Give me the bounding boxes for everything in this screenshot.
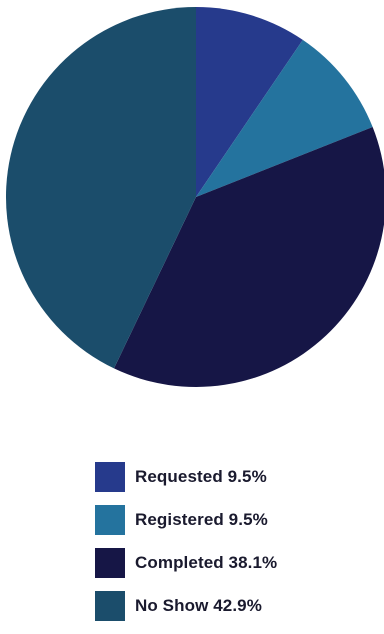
legend-label-requested: Requested 9.5%: [135, 467, 267, 486]
legend-item-registered: Registered 9.5%: [95, 505, 277, 535]
chart-legend: Requested 9.5% Registered 9.5% Completed…: [95, 462, 277, 634]
pie-slice-requested: [196, 6, 303, 197]
legend-swatch-no-show: [95, 591, 125, 621]
legend-label-registered: Registered 9.5%: [135, 510, 268, 529]
legend-swatch-requested: [95, 462, 125, 492]
pie-slice-registered: [196, 39, 373, 197]
pie-chart: [5, 6, 384, 387]
pie-slice-completed: [114, 127, 384, 387]
legend-item-requested: Requested 9.5%: [95, 462, 277, 492]
legend-item-no-show: No Show 42.9%: [95, 591, 277, 621]
legend-swatch-registered: [95, 505, 125, 535]
legend-item-completed: Completed 38.1%: [95, 548, 277, 578]
pie-slice-no-show: [5, 6, 197, 369]
legend-label-completed: Completed 38.1%: [135, 553, 278, 572]
legend-swatch-completed: [95, 548, 125, 578]
legend-label-no-show: No Show 42.9%: [135, 596, 262, 615]
